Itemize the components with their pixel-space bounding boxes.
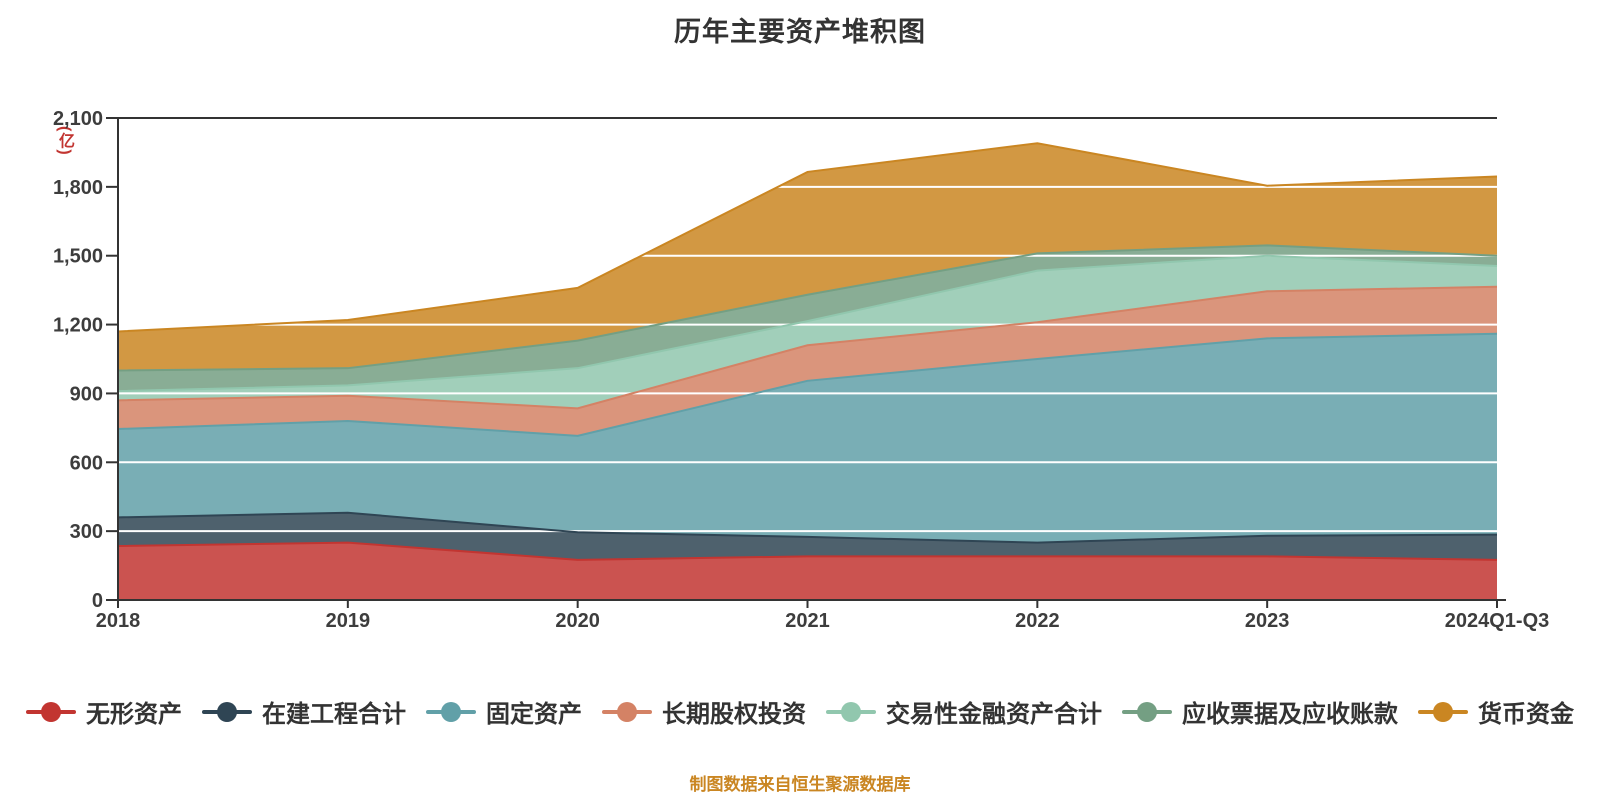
y-axis-tick-label: 300 [70, 521, 103, 543]
legend-dot-icon [41, 701, 61, 722]
legend-label: 固定资产 [486, 701, 582, 728]
legend-marker-intangible-assets-icon [26, 699, 76, 725]
legend-dot-icon [1433, 701, 1453, 722]
legend-label: 应收票据及应收账款 [1182, 701, 1398, 728]
line-trading-financial-assets [117, 254, 1498, 393]
legend-label: 无形资产 [86, 701, 182, 728]
line-intangible-assets [117, 541, 1498, 561]
legend-dot-icon [217, 701, 237, 722]
line-notes-and-accounts-receivable [117, 244, 1498, 372]
legend-dot-icon [617, 701, 637, 722]
x-axis-tick-label: 2023 [1245, 610, 1290, 632]
legend-item-long-term-equity-investment[interactable]: 长期股权投资 [602, 694, 806, 729]
line-long-term-equity-investment [117, 285, 1498, 410]
legend-marker-notes-and-accounts-receivable-icon [1122, 699, 1172, 725]
line-monetary-funds [117, 142, 1498, 333]
legend-marker-construction-in-progress-icon [202, 699, 252, 725]
y-axis-tick-label: 2,100 [53, 108, 103, 130]
y-axis-tick-label: 1,200 [53, 315, 103, 337]
legend-dot-icon [441, 701, 461, 722]
legend-label: 在建工程合计 [262, 701, 406, 728]
legend-item-intangible-assets[interactable]: 无形资产 [26, 694, 182, 729]
chart-title: 历年主要资产堆积图 [674, 17, 926, 47]
x-axis-tick-label: 2024Q1-Q3 [1445, 610, 1550, 632]
legend-item-construction-in-progress[interactable]: 在建工程合计 [202, 694, 406, 729]
legend: 无形资产 在建工程合计 固定资产 长期股权投资 交易性金融资产合计 应收票据及应收账款 货币… [0, 694, 1600, 729]
y-axis-tick-label: 1,800 [53, 177, 103, 199]
legend-marker-trading-financial-assets-icon [826, 699, 876, 725]
y-axis-tick-label: 900 [70, 383, 103, 405]
legend-marker-fixed-assets-icon [426, 699, 476, 725]
legend-label: 货币资金 [1478, 701, 1574, 728]
y-axis-tick-label: 600 [70, 452, 103, 474]
line-fixed-assets [117, 332, 1498, 437]
area-monetary-funds [118, 143, 1497, 371]
data-source-note: 制图数据来自恒生聚源数据库 [689, 775, 911, 794]
area-trading-financial-assets [118, 255, 1497, 409]
legend-label: 交易性金融资产合计 [886, 701, 1102, 728]
legend-item-trading-financial-assets[interactable]: 交易性金融资产合计 [826, 694, 1102, 729]
x-axis-tick-label: 2022 [1015, 610, 1060, 632]
legend-label: 长期股权投资 [662, 701, 806, 728]
line-construction-in-progress [117, 511, 1498, 544]
area-fixed-assets [118, 333, 1497, 543]
legend-dot-icon [841, 701, 861, 722]
legend-item-notes-and-accounts-receivable[interactable]: 应收票据及应收账款 [1122, 694, 1398, 729]
x-axis-tick-label: 2018 [96, 610, 141, 632]
y-axis-tick-label: 1,500 [53, 246, 103, 268]
x-axis-tick-label: 2019 [326, 610, 371, 632]
legend-item-monetary-funds[interactable]: 货币资金 [1418, 694, 1574, 729]
legend-dot-icon [1137, 701, 1157, 722]
x-axis-tick-label: 2020 [555, 610, 600, 632]
area-construction-in-progress [118, 512, 1497, 560]
legend-marker-long-term-equity-investment-icon [602, 699, 652, 725]
legend-item-fixed-assets[interactable]: 固定资产 [426, 694, 582, 729]
y-axis-unit-label: (亿) [56, 126, 73, 156]
legend-marker-monetary-funds-icon [1418, 699, 1468, 725]
x-axis-tick-label: 2021 [785, 610, 830, 632]
y-axis-tick-label: 0 [92, 590, 103, 612]
